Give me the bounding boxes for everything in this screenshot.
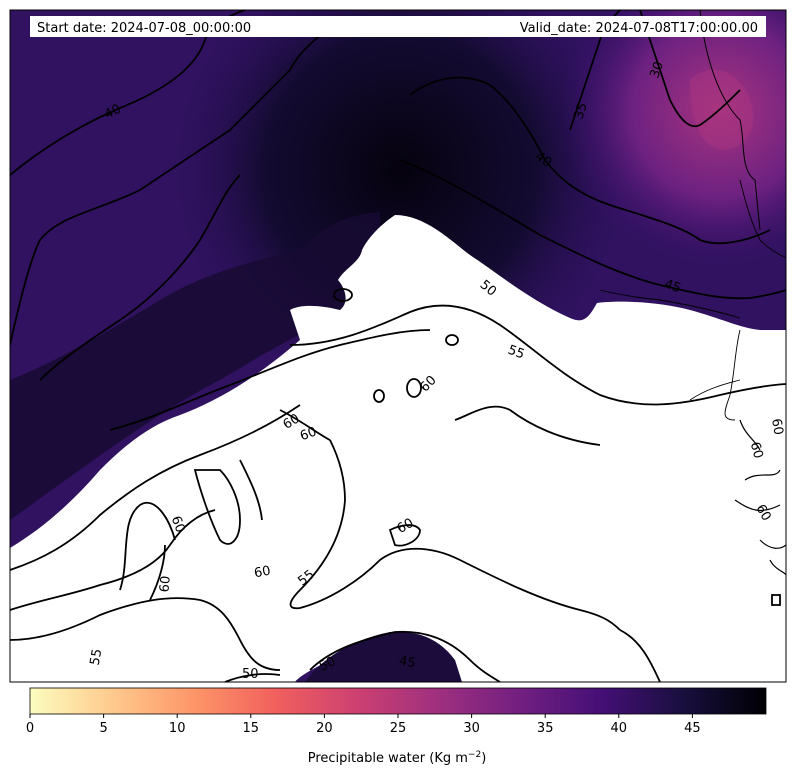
contour-label: 55 (506, 343, 527, 363)
contour-label: 60 (395, 516, 417, 537)
header-box: Start date: 2024-07-08_00:00:00 Valid_da… (30, 16, 766, 37)
contour-60-b (119, 502, 176, 591)
colorbar-tick-label: 40 (611, 721, 628, 736)
contour-50-a (10, 404, 301, 571)
valid-date-label: Valid_date: 2024-07-08T17:00:00.00 (520, 21, 758, 36)
contour-label: 30 (647, 60, 667, 81)
contour-40-east (409, 76, 771, 245)
contour-60-f (289, 439, 621, 631)
contour-small-box (771, 594, 781, 606)
coastline-east (599, 289, 741, 421)
contour-east-coast-islands (734, 419, 786, 576)
contour-label: 50 (317, 654, 338, 675)
coastline-ne (739, 179, 786, 259)
start-date-label: Start date: 2024-07-08_00:00:00 (37, 21, 251, 36)
contour-60-inner-h (279, 409, 331, 441)
colorbar-tick-label: 5 (99, 721, 107, 736)
contour-label: 60 (157, 575, 173, 593)
colorbar-title: Precipitable water (Kg m−2) (308, 750, 487, 766)
colorbar-bar (29, 687, 767, 715)
contour-55-b (10, 509, 216, 611)
contour-50-bottom (309, 630, 501, 682)
colorbar-tick-label: 25 (390, 721, 407, 736)
contour-60-a (109, 329, 431, 431)
contour-small-loop-1 (406, 378, 422, 398)
contour-label: 55 (88, 648, 106, 667)
map-field: 40 35 30 40 45 50 55 60 60 60 60 60 55 6… (10, 10, 786, 682)
colorbar-tick-label: 20 (316, 721, 333, 736)
colorbar-tick-label: 30 (463, 721, 480, 736)
contour-30 (639, 10, 741, 128)
dark-band-field (10, 212, 380, 520)
colorbar-ticks: 0 5 10 15 20 25 30 35 40 45 (26, 714, 701, 736)
colorbar-tick-label: 45 (684, 721, 701, 736)
pink-blob (690, 69, 754, 150)
colorbar-title-end: ) (481, 751, 486, 766)
contour-45-east (399, 159, 786, 300)
contour-60-c (193, 469, 241, 545)
colorbar-title-text: Precipitable water (Kg m (308, 751, 468, 766)
colorbar-tick-label: 0 (26, 721, 34, 736)
contour-55-c (10, 597, 281, 671)
contour-60-g (388, 524, 421, 547)
contour-40-west (10, 19, 341, 346)
contour-label: 60 (168, 514, 188, 535)
contour-label: 60 (768, 417, 786, 436)
contour-60-e (149, 544, 166, 601)
saturated-white-region (10, 215, 786, 682)
contour-label: 60 (281, 411, 303, 432)
contour-label: 60 (747, 440, 766, 460)
contour-label: 60 (752, 502, 773, 524)
colorbar-tick-label: 35 (537, 721, 554, 736)
header-background (30, 16, 766, 37)
contour-label: 35 (571, 101, 590, 121)
contour-label: 45 (398, 654, 417, 672)
contour-40-inner (39, 174, 241, 381)
contour-small-loop-4 (333, 288, 353, 302)
contour-label: 45 (662, 277, 683, 297)
map-frame (9, 9, 787, 683)
contour-lines (10, 10, 786, 682)
colorbar: 0 5 10 15 20 25 30 35 40 45 Precipitable water (K… (26, 687, 767, 766)
bottom-dark-blob (305, 631, 462, 682)
contour-60-loop (454, 405, 601, 446)
contour-55-main (289, 304, 786, 406)
coastlines (599, 179, 786, 421)
contour-label: 60 (298, 424, 319, 444)
contour-60-d (239, 459, 263, 521)
colorbar-tick-label: 10 (169, 721, 186, 736)
contour-small-loop-2 (373, 389, 385, 403)
contour-label: 50 (242, 667, 259, 682)
colorbar-title-superscript: −2 (468, 750, 481, 760)
contour-60-right (619, 629, 661, 682)
contour-coast-east (699, 10, 761, 231)
contour-label: 60 (253, 564, 272, 582)
contour-label: 40 (102, 102, 124, 123)
contour-50-left (224, 673, 281, 682)
pink-high-field (500, 10, 786, 310)
colorbar-tick-label: 15 (243, 721, 260, 736)
contour-small-loop-3 (445, 334, 459, 346)
